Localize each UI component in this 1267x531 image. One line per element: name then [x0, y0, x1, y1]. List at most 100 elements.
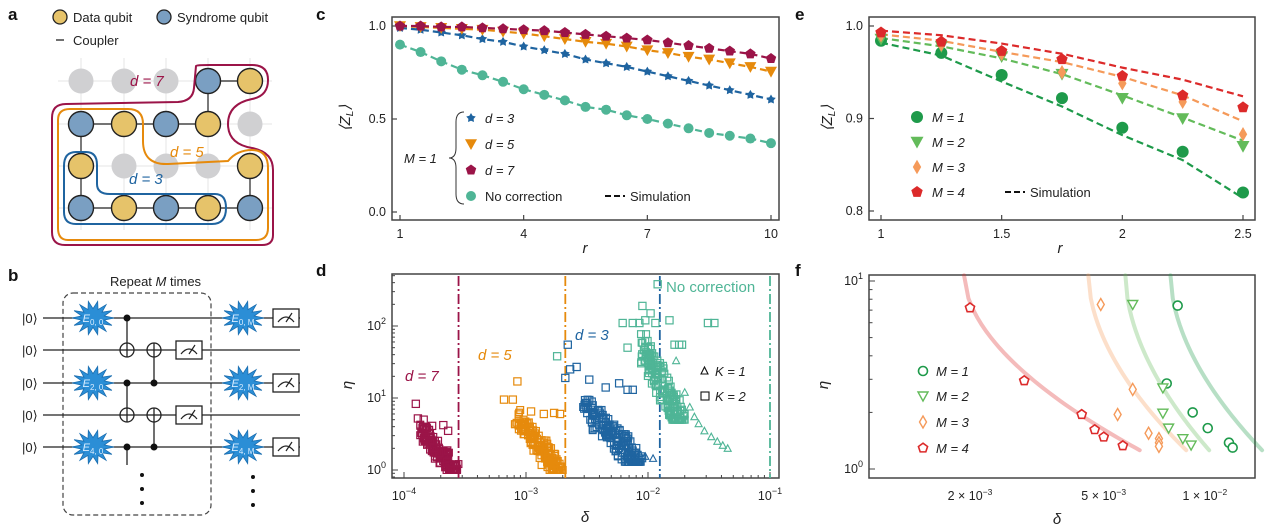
- data-point-K2: [539, 409, 549, 419]
- data-qubit-icon: [52, 9, 68, 25]
- data-point: [394, 20, 406, 31]
- data-point: [1187, 407, 1198, 418]
- data-point-K2: [499, 395, 509, 404]
- data-point: [683, 123, 694, 134]
- data-point: [964, 302, 976, 313]
- data-point: [580, 28, 591, 39]
- data-point-K1: [624, 445, 634, 454]
- error-label-end: E2, M: [232, 378, 255, 392]
- data-point: [683, 75, 694, 85]
- legend-marker: [910, 136, 924, 149]
- data-point-K2: [597, 405, 606, 414]
- data-point-K2: [632, 457, 641, 466]
- data-point-K2: [588, 403, 597, 412]
- data-point: [1098, 431, 1110, 442]
- error-label-sub: 2, 0: [90, 383, 104, 392]
- data-point: [703, 54, 716, 66]
- data-point-K2: [677, 340, 687, 349]
- data-point: [1056, 53, 1068, 65]
- y-tick-label: 0.0: [369, 205, 386, 219]
- data-qubit: [236, 152, 264, 180]
- ellipsis-dot: [140, 501, 144, 505]
- meter-arc: [180, 413, 198, 420]
- data-point: [621, 32, 632, 43]
- legend-label: M = 1: [932, 110, 965, 125]
- tick-base: 10: [367, 319, 381, 333]
- data-point-K2: [635, 318, 644, 328]
- threshold-label-no-correction: No correction: [666, 279, 755, 296]
- data-point: [661, 48, 674, 59]
- y-tick-label: 1.0: [369, 19, 386, 33]
- data-point-K2: [516, 405, 525, 414]
- meter-needle: [285, 377, 293, 388]
- control-dot: [123, 314, 131, 322]
- error-label-sub: 4, M: [239, 447, 255, 456]
- data-point-K1: [706, 432, 716, 441]
- data-point-K2: [618, 318, 627, 328]
- tick-base: 10: [844, 274, 858, 288]
- legend-label: d = 3: [485, 111, 515, 126]
- data-point-K2: [423, 424, 432, 433]
- data-point: [935, 35, 948, 47]
- legend-marker: [917, 442, 929, 453]
- inactive-qubit: [195, 153, 221, 179]
- error-label-base: E: [83, 313, 91, 325]
- data-point: [518, 24, 529, 35]
- data-point-K1: [689, 412, 699, 421]
- x-tick-label: 10: [764, 227, 778, 241]
- error-burst-icon: [71, 365, 115, 401]
- panel-letter-b: b: [8, 266, 18, 285]
- data-point-K2: [613, 452, 622, 461]
- data-point-K2: [585, 375, 594, 384]
- legend-label: M = 3: [932, 160, 966, 175]
- data-point: [1176, 113, 1190, 125]
- x-tick-label: 2 × 10−3: [948, 487, 993, 503]
- tick-exp: −1: [772, 486, 782, 496]
- data-point-K2: [534, 442, 543, 451]
- data-point: [539, 89, 550, 100]
- data-point-K2: [652, 382, 661, 391]
- data-qubit: [236, 67, 264, 95]
- panel-c-chart: 1 4 7 10 0.0 0.5 1.0 r ⟨ZL⟩ d = 3 d = 5 d = 7 No cor…: [337, 16, 780, 257]
- data-point-K1: [718, 440, 728, 449]
- x-tick-label: 2.5: [1234, 227, 1251, 241]
- inactive-qubit: [153, 153, 179, 179]
- data-point-K2: [659, 364, 668, 373]
- data-point-K1: [723, 443, 733, 452]
- data-point: [1237, 101, 1249, 113]
- tick-exp: −3: [528, 486, 538, 496]
- fit-curve: [1123, 273, 1212, 453]
- data-point-K2: [646, 309, 655, 318]
- y-axis-label-part: Z: [819, 115, 836, 126]
- data-point-K2: [526, 426, 535, 435]
- data-point-K2: [590, 414, 599, 423]
- data-point-K2: [545, 466, 554, 475]
- data-point: [1238, 127, 1248, 142]
- measurement-icon: [272, 373, 300, 393]
- error-burst-icon: [221, 300, 265, 336]
- legend-marker: [466, 113, 476, 123]
- data-point-K2: [620, 441, 629, 450]
- x-axis-label: r: [583, 240, 589, 257]
- data-qubit: [194, 110, 222, 138]
- data-point-K2: [526, 407, 536, 416]
- legend-syndrome-qubit: Syndrome qubit: [156, 9, 268, 25]
- y-axis-label: ⟨ZL⟩: [337, 105, 356, 132]
- data-point-K2: [514, 410, 523, 419]
- data-point: [641, 45, 654, 57]
- legend-label: Coupler: [73, 33, 119, 48]
- data-point-K2: [663, 396, 672, 405]
- data-point: [600, 38, 613, 50]
- legend-coupler: Coupler: [56, 33, 119, 48]
- data-point: [662, 118, 673, 129]
- data-point-K2: [680, 415, 689, 424]
- inactive-qubit: [68, 68, 94, 94]
- data-point: [1237, 186, 1249, 199]
- data-point: [456, 21, 468, 32]
- fit-curve: [962, 273, 1142, 453]
- meter-needle: [188, 344, 196, 355]
- data-point-K2: [443, 426, 453, 436]
- data-point: [580, 101, 591, 112]
